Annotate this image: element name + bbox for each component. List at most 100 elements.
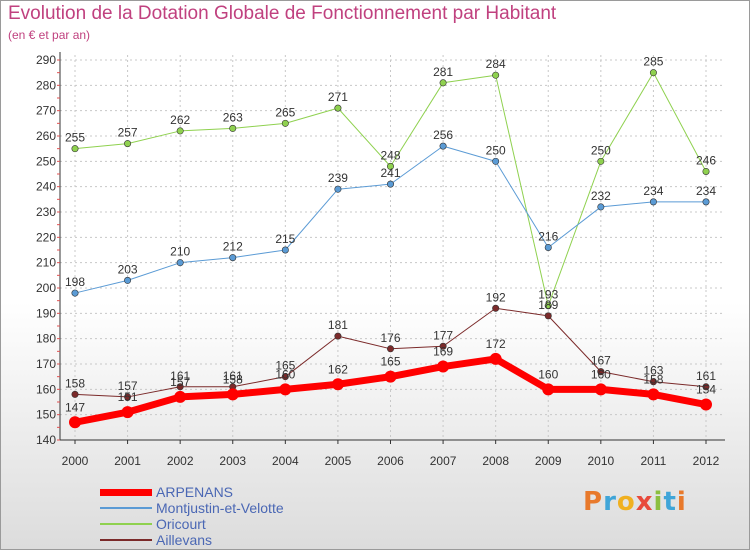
chart-title: Evolution de la Dotation Globale de Fonc…: [8, 3, 557, 24]
data-label-montjustin-et-velotte: 232: [591, 189, 611, 203]
data-point-arpenans: [69, 416, 81, 429]
data-point-aillevans: [702, 383, 710, 391]
data-label-oricourt: 284: [486, 57, 506, 71]
logo-letter: t: [663, 487, 677, 517]
label-layer: 255 257 262 263 265 271 248 281 284 193 250 285 246 1…: [65, 55, 716, 415]
proxiti-logo: Proxiti: [583, 487, 687, 517]
x-tick-label: 2010: [587, 454, 614, 468]
data-label-aillevans: 161: [170, 369, 190, 383]
data-label-aillevans: 167: [591, 354, 611, 368]
legend-swatch-arpenans: [100, 488, 152, 496]
x-tick-label: 2006: [377, 454, 404, 468]
data-label-arpenans: 157: [170, 375, 190, 389]
data-point-arpenans: [594, 383, 607, 396]
data-point-montjustin-et-velotte: [281, 246, 289, 254]
y-tick-label: 290: [36, 53, 56, 67]
series-layer: [69, 69, 712, 429]
legend-item-montjustin: Montjustin-et-Velotte: [100, 500, 284, 516]
x-tick-label: 2012: [693, 454, 720, 468]
legend-swatch-montjustin: [100, 507, 152, 509]
x-tick-label: 2005: [325, 454, 352, 468]
x-tick-label: 2008: [482, 454, 509, 468]
data-point-oricourt: [229, 124, 237, 132]
data-point-montjustin-et-velotte: [544, 243, 552, 251]
data-point-oricourt: [439, 79, 447, 87]
data-point-aillevans: [176, 383, 184, 391]
data-point-aillevans: [649, 378, 657, 386]
data-point-oricourt: [386, 162, 394, 170]
data-label-arpenans: 160: [275, 367, 295, 381]
data-label-oricourt: 281: [433, 65, 453, 79]
data-point-arpenans: [489, 352, 502, 365]
data-point-aillevans: [71, 390, 79, 398]
y-tick-label: 140: [36, 433, 56, 447]
y-tick-label: 150: [36, 408, 56, 422]
y-tick-label: 240: [36, 180, 56, 194]
x-tick-label: 2007: [430, 454, 457, 468]
data-point-oricourt: [492, 71, 500, 79]
x-tick-label: 2009: [535, 454, 562, 468]
data-label-oricourt: 246: [696, 153, 716, 167]
data-label-oricourt: 271: [328, 90, 348, 104]
data-label-arpenans: 154: [696, 383, 716, 397]
data-point-montjustin-et-velotte: [492, 157, 500, 165]
x-tick-label: 2002: [167, 454, 194, 468]
y-tick-label: 210: [36, 256, 56, 270]
chart-subtitle: (en € et par an): [8, 28, 91, 42]
data-point-aillevans: [386, 345, 394, 353]
x-tick-label: 2004: [272, 454, 299, 468]
logo-letter: i: [653, 487, 664, 517]
legend-swatch-aillevans: [100, 539, 152, 541]
data-point-oricourt: [71, 145, 79, 153]
x-tick-label: 2000: [62, 454, 89, 468]
data-point-oricourt: [597, 157, 605, 165]
data-point-arpenans: [121, 406, 134, 419]
data-label-oricourt: 255: [65, 131, 85, 145]
y-tick-label: 190: [36, 306, 56, 320]
data-label-aillevans: 161: [696, 369, 716, 383]
data-label-arpenans: 147: [65, 400, 85, 414]
data-point-arpenans: [437, 360, 450, 373]
legend-swatch-oricourt: [100, 523, 152, 525]
y-tick-label: 220: [36, 230, 56, 244]
data-label-arpenans: 160: [538, 367, 558, 381]
data-label-oricourt: 193: [538, 288, 558, 302]
data-point-montjustin-et-velotte: [702, 198, 710, 206]
data-label-montjustin-et-velotte: 234: [696, 184, 716, 198]
legend-label-arpenans: ARPENANS: [156, 484, 234, 500]
data-point-montjustin-et-velotte: [176, 259, 184, 267]
data-label-arpenans: 151: [118, 390, 138, 404]
data-point-oricourt: [176, 127, 184, 135]
logo-letter: x: [635, 487, 654, 517]
data-label-arpenans: 160: [591, 367, 611, 381]
data-point-arpenans: [331, 378, 344, 391]
data-label-oricourt: 265: [275, 105, 295, 119]
data-point-arpenans: [174, 390, 187, 403]
data-label-aillevans: 189: [538, 298, 558, 312]
data-point-aillevans: [281, 373, 289, 381]
data-label-montjustin-et-velotte: 203: [118, 262, 138, 276]
y-tick-label: 200: [36, 281, 56, 295]
data-label-aillevans: 157: [118, 379, 138, 393]
data-point-montjustin-et-velotte: [71, 289, 79, 297]
x-tick-label: 2001: [114, 454, 141, 468]
data-label-aillevans: 181: [328, 318, 348, 332]
data-label-aillevans: 158: [65, 376, 85, 390]
data-point-arpenans: [647, 388, 660, 401]
y-tick-label: 230: [36, 205, 56, 219]
data-point-aillevans: [544, 312, 552, 320]
x-tick-label: 2011: [641, 454, 667, 468]
legend-label-aillevans: Aillevans: [156, 532, 213, 548]
data-label-oricourt: 257: [118, 126, 138, 140]
data-label-montjustin-et-velotte: 239: [328, 171, 348, 185]
data-point-montjustin-et-velotte: [124, 276, 132, 284]
logo-letter: r: [603, 487, 617, 517]
y-tick-label: 160: [36, 382, 56, 396]
y-tick-label: 250: [36, 154, 56, 168]
data-label-montjustin-et-velotte: 241: [380, 166, 400, 180]
data-point-montjustin-et-velotte: [439, 142, 447, 150]
data-point-oricourt: [702, 167, 710, 175]
data-point-aillevans: [439, 342, 447, 350]
